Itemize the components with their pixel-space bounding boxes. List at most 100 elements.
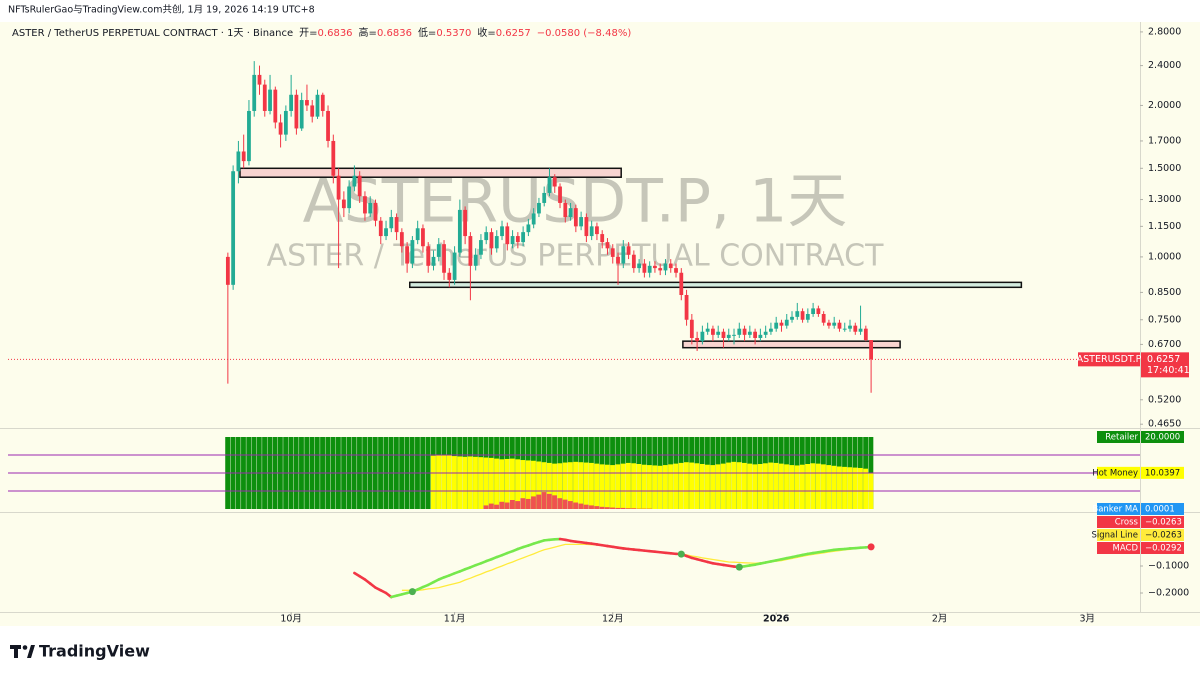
y-tick-label: 2.8000	[1148, 26, 1181, 37]
hot-money-bar	[552, 463, 557, 509]
x-tick-label: 11月	[444, 614, 466, 625]
indicator-value-tag	[1141, 542, 1184, 554]
candle-body	[595, 226, 599, 235]
candle-body	[747, 331, 752, 335]
candle-body	[531, 213, 536, 225]
candle-body	[352, 175, 357, 187]
hot-money-bar	[857, 467, 863, 509]
candle-body	[637, 263, 642, 269]
indicator-value: −0.0263	[1145, 531, 1182, 541]
hot-money-bar	[488, 457, 494, 509]
candle-body	[426, 246, 431, 266]
indicator-name-tag	[1097, 529, 1140, 541]
banker-bar	[631, 508, 637, 509]
candle-body	[326, 110, 330, 141]
candle-body	[468, 236, 473, 266]
hot-money-bar	[673, 463, 679, 509]
banker-bar	[589, 505, 594, 509]
hot-money-bar	[789, 465, 795, 509]
banker-bar	[515, 501, 521, 509]
banker-bar	[562, 499, 568, 509]
hot-money-bar	[784, 464, 789, 509]
banker-bar	[557, 498, 563, 509]
candle-body	[753, 331, 758, 338]
hot-money-bar	[678, 462, 684, 509]
banker-bar	[483, 505, 489, 509]
candle-body	[737, 328, 742, 335]
hot-money-bar	[778, 463, 784, 509]
hot-money-bar	[478, 457, 484, 509]
credit: NFTsRulerGao与TradingView.com共创, 1月 19, 2…	[8, 4, 315, 16]
hot-money-bar	[641, 464, 647, 509]
candle-body	[500, 226, 504, 237]
hot-money-bar	[842, 466, 847, 509]
hot-money-bar	[430, 455, 436, 509]
candle-body	[515, 236, 520, 243]
hot-money-bar	[710, 465, 716, 509]
candle-body	[294, 94, 299, 129]
candle-body	[668, 263, 673, 269]
candle-body	[363, 196, 367, 214]
y-tick-label: 0.7500	[1148, 314, 1181, 325]
candle-body	[236, 151, 241, 172]
candle-body	[573, 208, 578, 227]
banker-bar	[583, 504, 589, 509]
hot-money-bar	[573, 461, 579, 509]
indicator-value: −0.0292	[1145, 544, 1182, 554]
hot-money-bar	[741, 462, 747, 509]
hot-money-bar	[705, 464, 710, 509]
hot-money-bar	[562, 462, 568, 509]
hot-money-bar	[567, 462, 573, 509]
logo-part	[14, 645, 18, 658]
x-tick-label: 10月	[280, 614, 302, 625]
candle-body	[647, 265, 652, 273]
brand: TradingView	[39, 642, 150, 661]
indicator-value-tag	[1141, 431, 1184, 443]
hot-money-bar	[647, 465, 652, 509]
candle-body	[589, 226, 594, 237]
candle-body	[774, 322, 779, 329]
candle-body	[790, 316, 794, 320]
hot-money-bar	[631, 463, 637, 509]
zone	[239, 167, 622, 178]
hot-money-bar	[467, 456, 473, 509]
y-tick-label: 2.0000	[1148, 100, 1181, 111]
hot-money-bar	[815, 463, 821, 509]
candle-body	[763, 331, 768, 335]
hot-money-bar	[499, 459, 505, 509]
candle-body	[842, 328, 847, 330]
banker-bar	[567, 501, 573, 509]
candle-body	[674, 268, 678, 273]
candle-body	[705, 328, 710, 332]
candle-body	[521, 232, 526, 243]
indicator-name: Hot Money	[1092, 468, 1138, 478]
candle-body	[679, 272, 684, 295]
candle-body	[600, 234, 605, 243]
candle-body	[299, 100, 304, 129]
candle-body	[505, 226, 510, 245]
candle-body	[821, 314, 826, 323]
hot-money-bar	[683, 462, 689, 509]
candle-body	[811, 308, 816, 315]
hot-money-bar	[799, 464, 805, 509]
hot-money-bar	[625, 462, 631, 509]
hot-money-bar	[831, 465, 837, 509]
candle-body	[779, 322, 784, 326]
symbol-legend: ASTER / TetherUS PERPETUAL CONTRACT · 1天…	[12, 26, 631, 39]
x-tick-label: 3月	[1080, 614, 1096, 625]
ohlc-value: 0.5370	[436, 28, 471, 39]
candle-body	[663, 263, 668, 271]
hot-money-bar	[457, 456, 463, 509]
hot-money-bar	[483, 457, 489, 509]
candle-body	[225, 256, 230, 285]
indicator-name-tag	[1097, 466, 1140, 479]
indicator-value-tag	[1141, 502, 1184, 515]
cross-point	[735, 563, 743, 571]
symbol-title: ASTER / TetherUS PERPETUAL CONTRACT · 1天…	[12, 28, 293, 39]
indicator-name-tag	[1097, 516, 1140, 528]
hot-money-bar	[610, 465, 615, 509]
indicator-name: Retailer	[1105, 433, 1138, 443]
candle-body	[479, 240, 483, 255]
y-tick-label: 1.3000	[1148, 194, 1181, 205]
candle-body	[558, 186, 562, 203]
